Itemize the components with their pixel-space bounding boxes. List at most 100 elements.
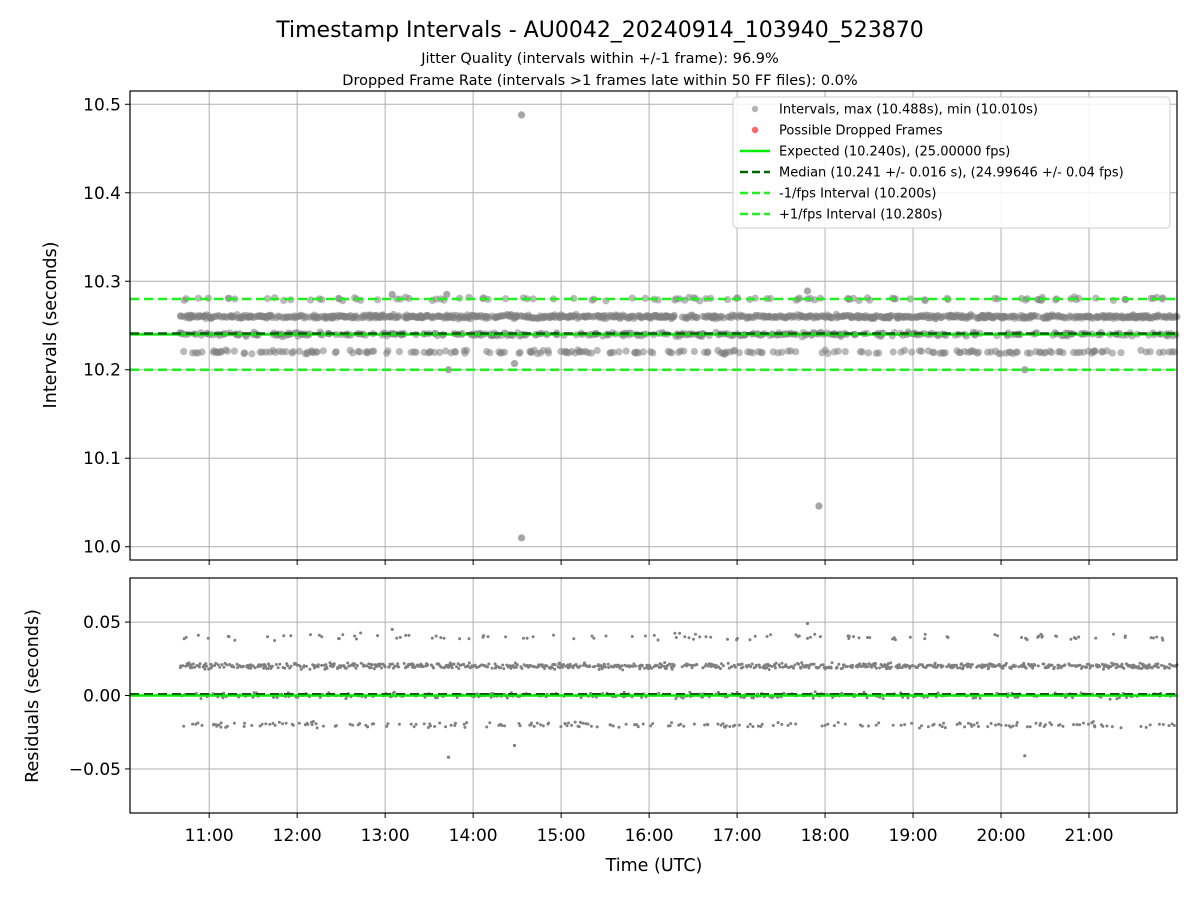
- residual-point: [396, 662, 400, 666]
- residual-point: [836, 721, 840, 724]
- residual-point: [674, 697, 678, 701]
- residual-point: [704, 662, 708, 666]
- residual-point: [864, 662, 868, 666]
- residual-point: [402, 662, 406, 665]
- interval-point: [680, 347, 688, 355]
- residual-point: [550, 666, 554, 670]
- residual-point: [847, 634, 851, 638]
- residual-point: [673, 631, 677, 635]
- interval-point: [930, 348, 938, 356]
- residual-point: [621, 668, 625, 672]
- residual-point: [558, 666, 562, 670]
- residual-point: [1155, 635, 1159, 639]
- residual-point: [289, 634, 293, 638]
- residual-point: [220, 663, 224, 667]
- interval-point: [733, 294, 742, 302]
- residual-point: [1156, 665, 1160, 669]
- residual-point: [203, 667, 207, 671]
- interval-point: [1108, 349, 1116, 357]
- residual-point: [311, 720, 315, 723]
- residual-point: [1058, 723, 1062, 727]
- interval-point: [749, 349, 757, 357]
- residual-point: [933, 661, 937, 665]
- residual-point: [1085, 665, 1089, 669]
- residual-point: [589, 724, 593, 728]
- residual-point: [774, 661, 778, 665]
- residual-point: [694, 632, 697, 636]
- residual-point: [749, 665, 753, 669]
- interval-point: [271, 294, 279, 302]
- residual-point: [409, 722, 413, 726]
- interval-point: [778, 348, 786, 356]
- interval-point: [901, 346, 909, 354]
- residual-point: [806, 636, 809, 640]
- residual-point: [520, 667, 524, 670]
- residual-point: [421, 665, 425, 669]
- residual-point: [703, 723, 707, 727]
- residual-point: [365, 664, 369, 668]
- residual-point: [911, 664, 915, 667]
- residual-point: [395, 636, 399, 640]
- residual-point: [955, 723, 959, 726]
- residual-point: [604, 665, 607, 669]
- interval-point: [230, 347, 238, 355]
- residual-point: [215, 724, 219, 728]
- interval-point: [1013, 348, 1021, 356]
- residual-point: [1091, 720, 1095, 724]
- residual-point: [487, 662, 491, 666]
- interval-point: [486, 349, 494, 357]
- legend-entry-intervals: Intervals, max (10.488s), min (10.010s): [779, 103, 1038, 118]
- residual-point: [1160, 663, 1164, 667]
- residual-point: [553, 667, 557, 671]
- residual-point: [308, 667, 312, 671]
- residual-point: [217, 723, 221, 727]
- residual-point: [433, 725, 437, 728]
- residual-point: [309, 633, 312, 637]
- residual-point: [559, 725, 563, 729]
- residual-point: [332, 662, 336, 666]
- residual-point: [348, 722, 352, 726]
- residual-point: [793, 663, 797, 667]
- residual-point: [1070, 664, 1074, 668]
- interval-point: [1159, 348, 1167, 356]
- residual-point: [592, 636, 596, 640]
- residual-point: [1117, 696, 1121, 700]
- residual-point: [657, 691, 661, 695]
- residual-point: [243, 721, 246, 725]
- residual-point: [508, 664, 512, 668]
- residual-point: [632, 662, 636, 666]
- interval-point: [908, 348, 916, 356]
- residual-point: [812, 662, 816, 666]
- residual-point: [372, 667, 376, 671]
- residual-point: [310, 723, 314, 727]
- residual-point: [958, 666, 962, 670]
- residual-point: [601, 665, 605, 669]
- residual-point: [312, 666, 316, 670]
- residual-point: [1071, 696, 1075, 700]
- residual-point: [1015, 723, 1018, 727]
- residual-point: [181, 664, 185, 668]
- residual-point: [962, 664, 966, 668]
- residual-point: [258, 724, 262, 728]
- residual-point: [716, 722, 720, 726]
- residual-point: [320, 663, 324, 667]
- residual-point: [325, 666, 329, 670]
- residual-point: [970, 724, 974, 728]
- residual-point: [968, 663, 972, 666]
- residual-point: [708, 662, 711, 666]
- residual-point: [565, 724, 569, 728]
- residual-point: [878, 666, 882, 670]
- interval-point: [529, 295, 537, 303]
- residual-point: [346, 661, 350, 665]
- residual-point: [987, 665, 991, 669]
- interval-point: [690, 347, 699, 356]
- residual-point: [1139, 725, 1143, 728]
- residual-point: [835, 665, 839, 669]
- residual-point: [830, 661, 834, 665]
- residual-point: [439, 636, 443, 640]
- residual-point: [640, 663, 644, 667]
- residual-point: [663, 661, 667, 665]
- residual-point: [733, 665, 737, 669]
- residual-point: [1063, 663, 1067, 667]
- residual-point: [194, 722, 198, 726]
